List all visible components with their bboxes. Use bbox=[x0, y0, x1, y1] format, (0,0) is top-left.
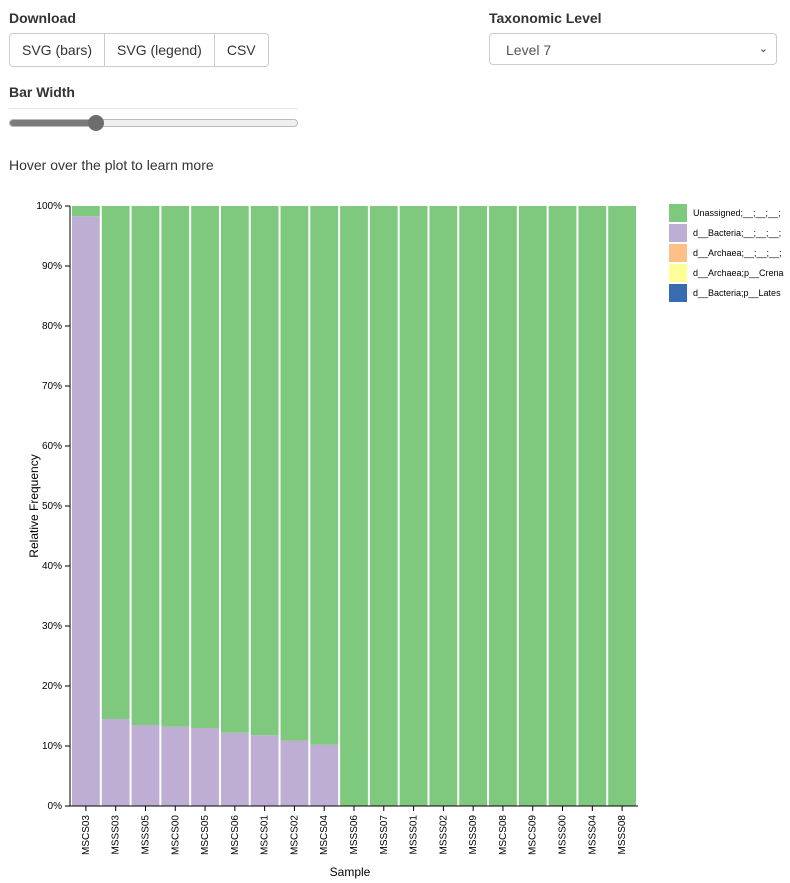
legend-swatch[interactable] bbox=[669, 244, 687, 262]
bar-segment bbox=[72, 216, 100, 806]
bar-width-slider[interactable] bbox=[9, 115, 298, 131]
y-tick-label: 0% bbox=[48, 801, 63, 812]
bar-segment bbox=[161, 726, 190, 806]
bar-segment bbox=[72, 206, 100, 217]
y-tick-label: 70% bbox=[42, 381, 62, 392]
x-tick-label: MSSS05 bbox=[140, 815, 151, 855]
y-tick-label: 30% bbox=[42, 621, 62, 632]
legend-label: d__Bacteria;p__Lates bbox=[693, 288, 781, 298]
bar-segment bbox=[310, 744, 339, 806]
bar-segment bbox=[220, 732, 249, 806]
y-axis-label: Relative Frequency bbox=[27, 454, 41, 557]
x-tick-label: MSCS04 bbox=[319, 815, 330, 855]
chevron-down-icon: ⌄ bbox=[758, 43, 768, 55]
x-tick-label: MSCS06 bbox=[230, 815, 241, 855]
bar-segment bbox=[250, 735, 279, 806]
bar-segment bbox=[191, 728, 219, 806]
slider-thumb[interactable] bbox=[88, 115, 105, 131]
bar-segment bbox=[310, 206, 339, 745]
legend-swatch[interactable] bbox=[669, 224, 687, 242]
x-tick-label: MSSS01 bbox=[409, 815, 420, 855]
legend-label: d__Archaea;__;__;__; bbox=[693, 248, 782, 258]
x-tick-label: MSCS08 bbox=[498, 815, 509, 855]
legend-label: d__Archaea;p__Crena bbox=[693, 268, 784, 278]
x-tick-label: MSSS06 bbox=[349, 815, 360, 855]
bar-segment bbox=[131, 725, 160, 806]
y-tick-label: 90% bbox=[42, 261, 62, 272]
x-tick-label: MSCS02 bbox=[289, 815, 300, 855]
y-tick-label: 40% bbox=[42, 561, 62, 572]
legend-swatch[interactable] bbox=[669, 204, 687, 222]
x-tick-label: MSSS04 bbox=[587, 815, 598, 855]
x-tick-label: MSCS01 bbox=[260, 815, 271, 855]
legend-swatch[interactable] bbox=[669, 284, 687, 302]
x-tick-label: MSCS09 bbox=[528, 815, 539, 855]
legend-label: d__Bacteria;__;__;__; bbox=[693, 228, 781, 238]
bar-segment bbox=[489, 206, 517, 806]
taxonomic-level-label: Taxonomic Level bbox=[489, 10, 602, 26]
taxonomic-level-value: Level 7 bbox=[506, 42, 552, 58]
y-tick-label: 80% bbox=[42, 321, 62, 332]
y-tick-label: 20% bbox=[42, 681, 62, 692]
bar-segment bbox=[548, 206, 577, 806]
download-svg-bars-button[interactable]: SVG (bars) bbox=[9, 33, 106, 67]
bar-segment bbox=[280, 206, 309, 741]
bar-width-label: Bar Width bbox=[9, 84, 75, 100]
bar-segment bbox=[250, 206, 279, 736]
bar-segment bbox=[399, 206, 428, 806]
bar-segment bbox=[220, 206, 249, 733]
x-tick-label: MSCS00 bbox=[170, 815, 181, 855]
x-tick-label: MSSS03 bbox=[111, 815, 122, 855]
legend-swatch[interactable] bbox=[669, 264, 687, 282]
bar-segment bbox=[161, 206, 190, 727]
y-tick-label: 100% bbox=[36, 201, 62, 212]
taxonomic-level-select[interactable]: Level 7 ⌄ bbox=[489, 33, 777, 65]
x-tick-label: MSSS09 bbox=[468, 815, 479, 855]
bar-segment bbox=[429, 206, 458, 806]
divider bbox=[9, 108, 298, 109]
bar-segment bbox=[191, 206, 219, 728]
y-tick-label: 10% bbox=[42, 741, 62, 752]
bar-segment bbox=[280, 740, 309, 806]
legend-label: Unassigned;__;__;__; bbox=[693, 208, 781, 218]
bar-segment bbox=[578, 206, 607, 806]
x-tick-label: MSSS08 bbox=[617, 815, 628, 855]
bar-segment bbox=[608, 206, 636, 806]
taxa-bar-chart[interactable]: 0% 10% 20% 30% 40% 50% 60% 70% 80% 90% 100% MSCS03 M… bbox=[0, 190, 790, 883]
bar-segment bbox=[369, 206, 398, 806]
x-axis-label: Sample bbox=[330, 865, 371, 879]
y-tick-label: 50% bbox=[42, 501, 62, 512]
x-tick-label: MSSS07 bbox=[379, 815, 390, 855]
bar-segment bbox=[101, 719, 130, 806]
download-button-group: SVG (bars) SVG (legend) CSV bbox=[9, 33, 269, 67]
hover-hint-text: Hover over the plot to learn more bbox=[9, 157, 214, 173]
bar-segment bbox=[131, 206, 160, 725]
download-svg-legend-button[interactable]: SVG (legend) bbox=[105, 33, 215, 67]
y-tick-label: 60% bbox=[42, 441, 62, 452]
slider-fill bbox=[10, 120, 97, 126]
x-tick-label: MSCS05 bbox=[200, 815, 211, 855]
download-csv-button[interactable]: CSV bbox=[214, 33, 269, 67]
bar-segment bbox=[518, 206, 547, 806]
bar-segment bbox=[101, 206, 130, 719]
x-tick-label: MSSS02 bbox=[438, 815, 449, 855]
x-tick-label: MSCS03 bbox=[81, 815, 92, 855]
download-label: Download bbox=[9, 10, 76, 26]
bar-segment bbox=[340, 206, 368, 806]
bar-segment bbox=[459, 206, 488, 806]
x-tick-label: MSSS00 bbox=[558, 815, 569, 855]
